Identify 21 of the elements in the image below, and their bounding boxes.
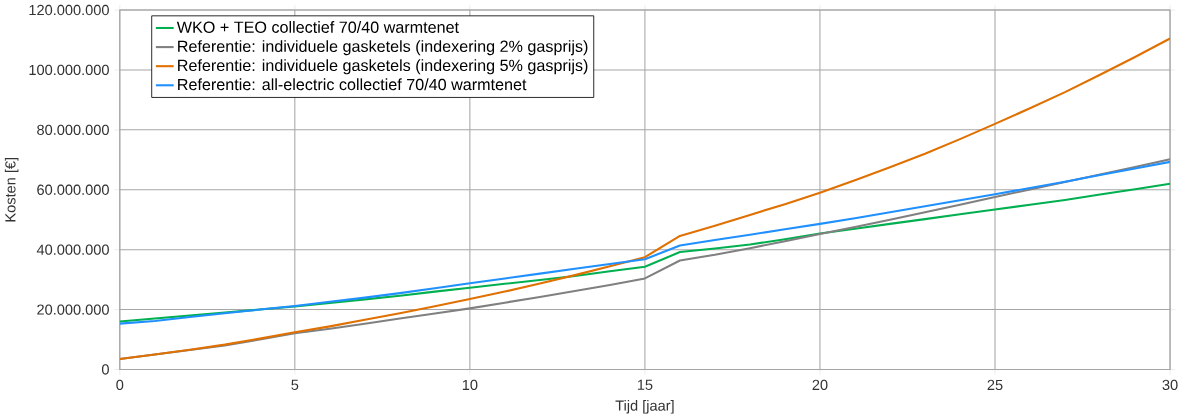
- legend-label: Referentie: all-electric collectief 70/40 warmtenet: [178, 78, 527, 90]
- legend-label: WKO + TEO collectief 70/40 warmtenet: [176, 20, 459, 33]
- x-tick-label: 0: [116, 379, 124, 390]
- y-tick-label: 80.000.000: [37, 124, 109, 135]
- y-tick-label: 20.000.000: [37, 304, 109, 315]
- x-tick-label: 30: [1162, 379, 1178, 390]
- y-axis-title: Kosten [€]: [4, 157, 19, 222]
- line-series: [119, 37, 1171, 360]
- y-tick-label: 60.000.000: [37, 184, 109, 195]
- y-tick-label: 120.000.000: [29, 4, 109, 15]
- x-tick-label: 15: [637, 379, 653, 390]
- y-tick-label: 0: [101, 364, 109, 375]
- legend-label: Referentie: individuele gasketels (indexering 5% gasprijs): [178, 59, 588, 75]
- x-tick-label: 25: [987, 379, 1003, 390]
- x-tick-label: 10: [462, 379, 478, 390]
- y-tick-label: 40.000.000: [36, 244, 109, 255]
- y-tick-label: 100.000.000: [29, 64, 109, 75]
- x-tick-label: 5: [291, 379, 299, 390]
- x-tick-label: 20: [812, 379, 828, 390]
- legend-label: Referentie: individuele gasketels (indexering 2% gasprijs): [178, 39, 588, 55]
- x-axis-title: Tijd [jaar]: [615, 399, 674, 414]
